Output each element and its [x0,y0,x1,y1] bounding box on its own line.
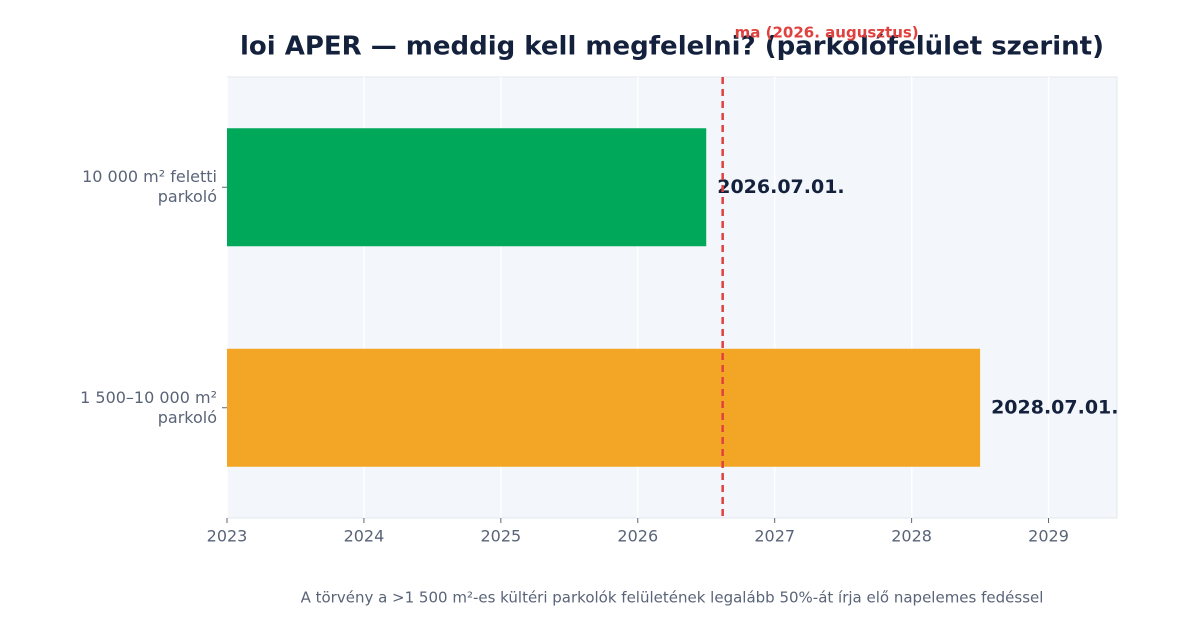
x-tick-label: 2025 [480,527,521,546]
value-label: 2026.07.01. [717,176,844,198]
x-tick-label: 2026 [617,527,658,546]
bar [227,348,981,467]
reference-label: ma (2026. augusztus) [735,24,919,42]
value-label: 2028.07.01. [991,396,1118,418]
y-tick-label: 10 000 m² feletti parkoló [82,167,217,207]
x-tick-label: 2029 [1028,527,1069,546]
y-tick-label: 1 500–10 000 m² parkoló [80,387,217,427]
x-tick-label: 2023 [207,527,248,546]
x-tick-label: 2024 [344,527,385,546]
footnote: A törvény a >1 500 m²-es kültéri parkoló… [301,589,1044,607]
x-tick-label: 2027 [754,527,795,546]
chart-title: loi APER — meddig kell megfelelni? (park… [240,32,1104,62]
bar [227,128,707,247]
x-tick-label: 2028 [891,527,932,546]
